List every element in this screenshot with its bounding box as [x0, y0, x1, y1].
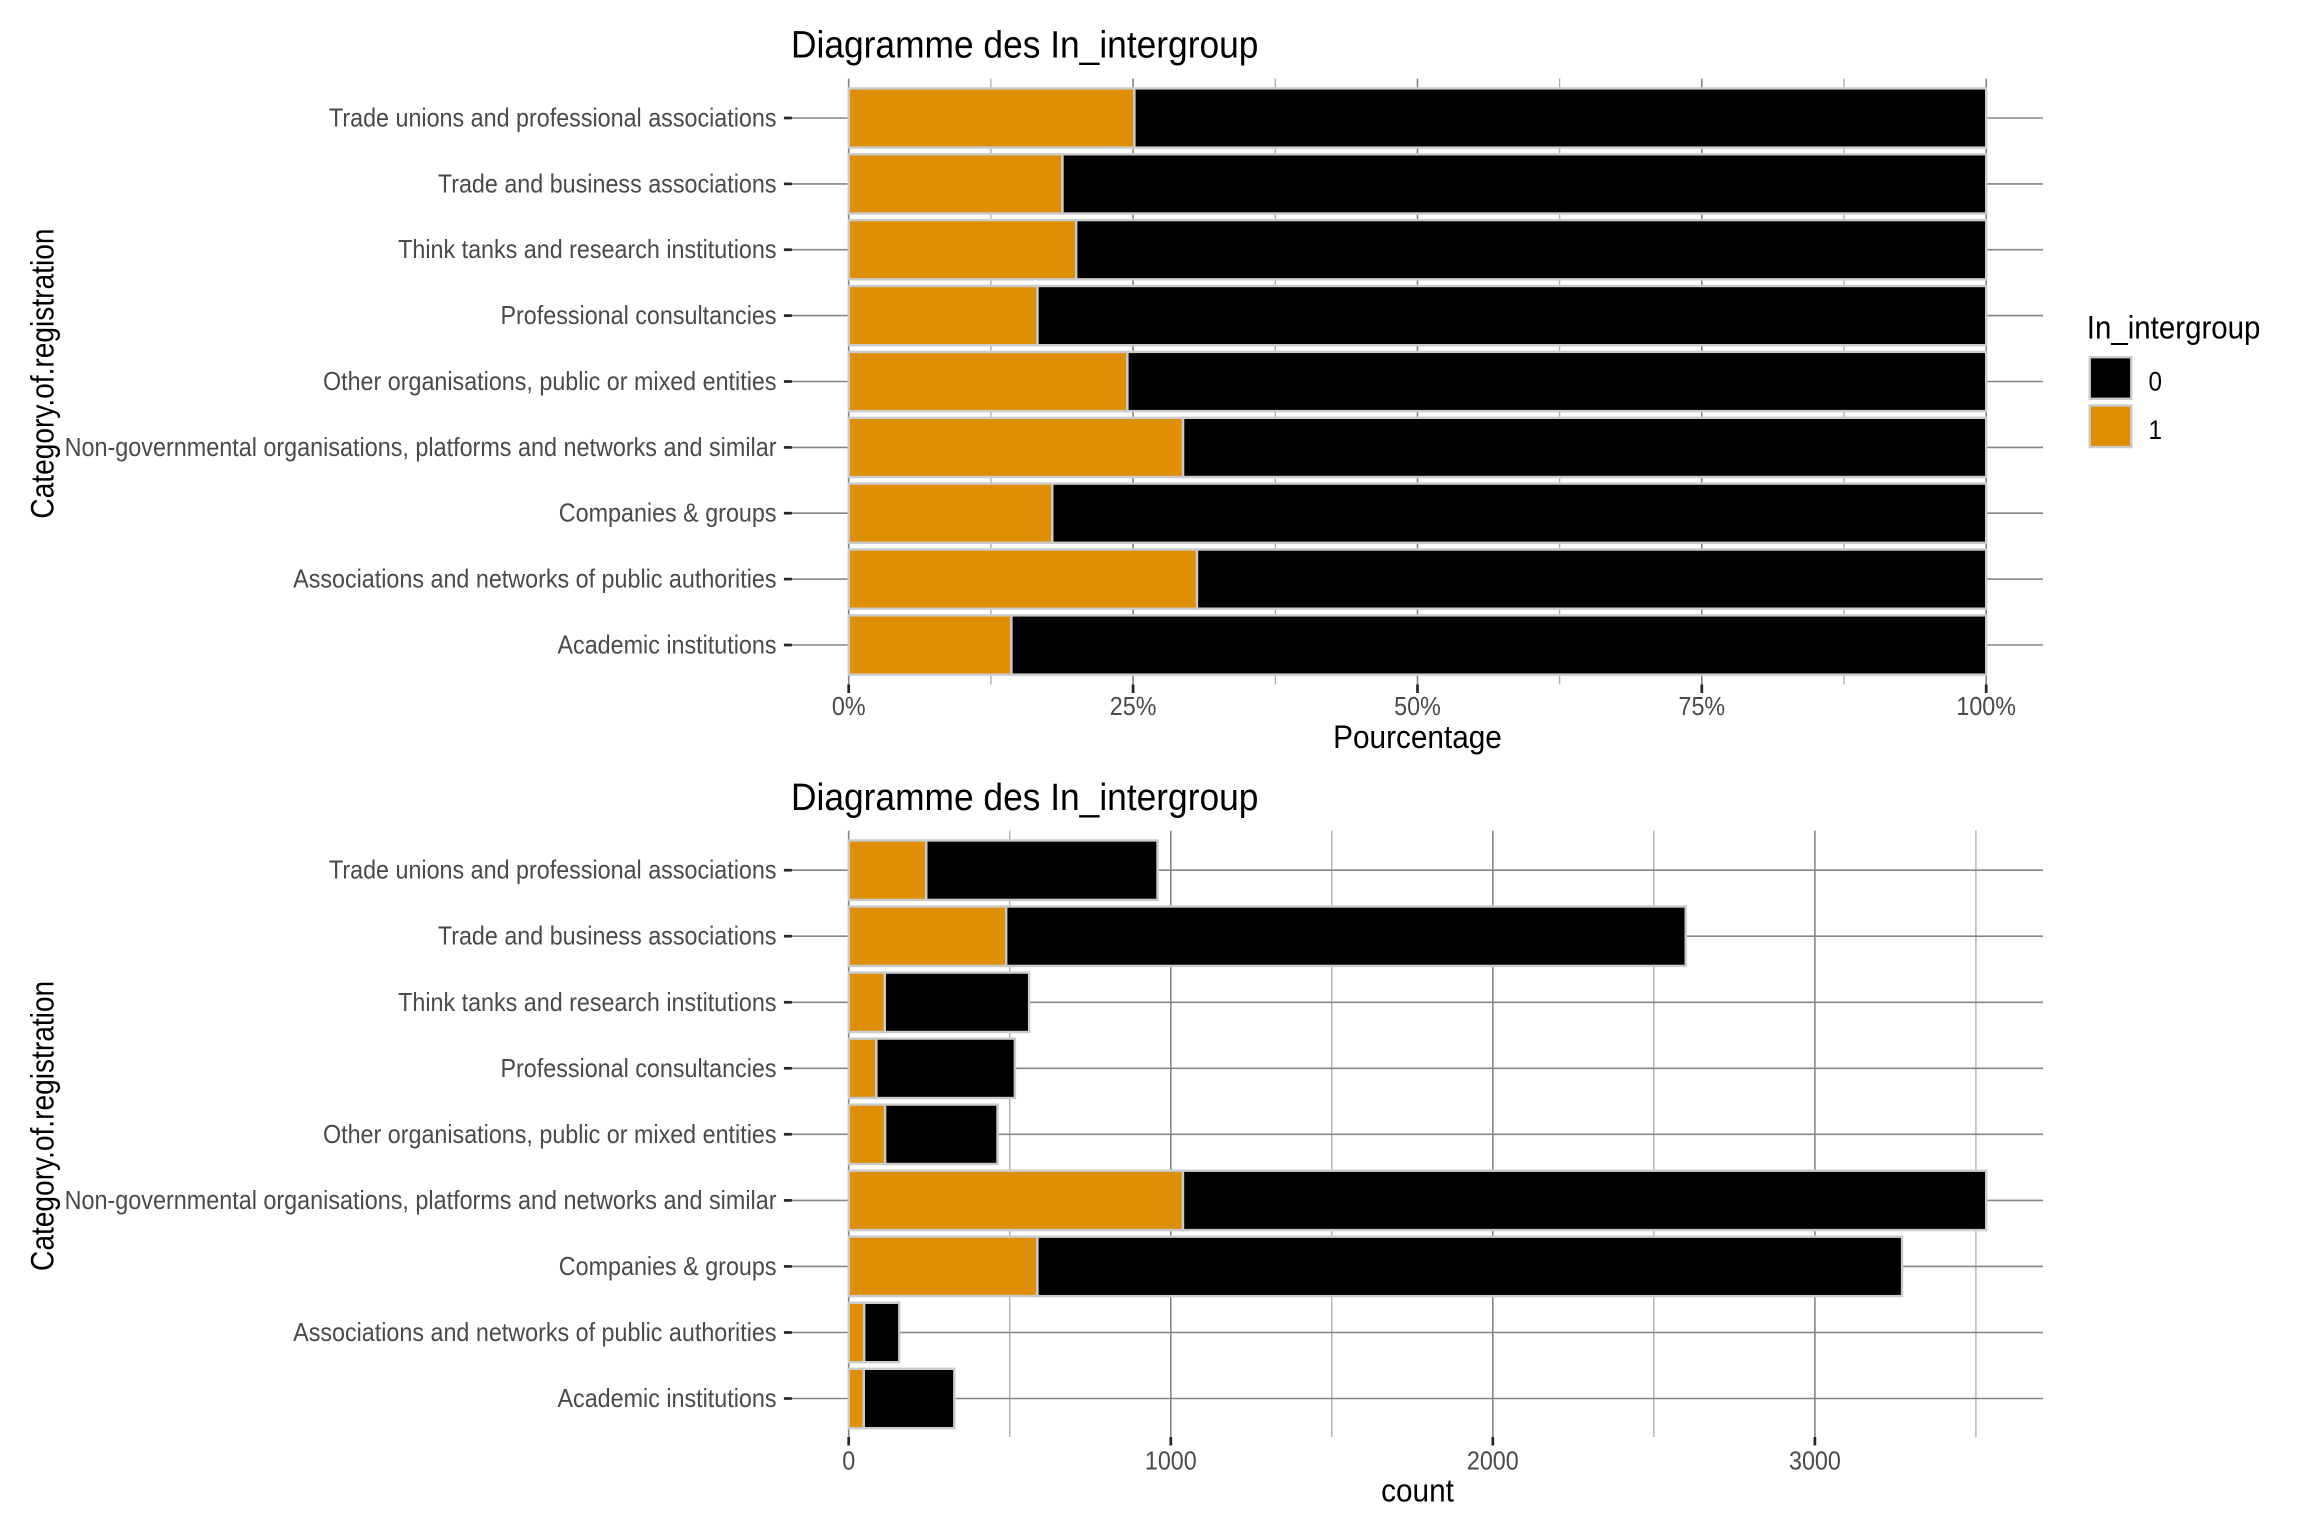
svg-text:Trade unions and professional: Trade unions and professional associatio…: [329, 104, 777, 132]
svg-text:Pourcentage: Pourcentage: [1333, 719, 1502, 755]
svg-text:Associations and networks of p: Associations and networks of public auth…: [293, 565, 776, 593]
svg-text:3000: 3000: [1789, 1447, 1841, 1475]
svg-text:Category.of.registration: Category.of.registration: [26, 981, 61, 1271]
svg-text:Diagramme des In_intergroup: Diagramme des In_intergroup: [791, 23, 1258, 65]
svg-text:Other organisations, public or: Other organisations, public or mixed ent…: [323, 1121, 777, 1149]
svg-text:Companies & groups: Companies & groups: [559, 1253, 777, 1281]
svg-text:Associations and networks of p: Associations and networks of public auth…: [293, 1319, 776, 1347]
svg-text:Professional consultancies: Professional consultancies: [500, 302, 776, 330]
svg-text:Trade and business association: Trade and business associations: [438, 170, 777, 198]
svg-text:Companies & groups: Companies & groups: [559, 500, 777, 528]
svg-text:75%: 75%: [1678, 693, 1725, 721]
svg-text:In_intergroup: In_intergroup: [2087, 309, 2261, 345]
svg-text:50%: 50%: [1394, 693, 1441, 721]
svg-text:count: count: [1381, 1473, 1454, 1509]
svg-text:2000: 2000: [1467, 1447, 1519, 1475]
svg-text:Think tanks and research insti: Think tanks and research institutions: [398, 989, 776, 1017]
svg-text:Professional consultancies: Professional consultancies: [500, 1055, 776, 1083]
svg-text:Category.of.registration: Category.of.registration: [26, 229, 61, 519]
svg-text:Trade unions and professional: Trade unions and professional associatio…: [329, 857, 777, 885]
svg-text:0: 0: [842, 1447, 855, 1475]
svg-text:0%: 0%: [832, 693, 866, 721]
svg-text:1000: 1000: [1145, 1447, 1197, 1475]
svg-text:Academic institutions: Academic institutions: [558, 1385, 777, 1413]
svg-text:Think tanks and research insti: Think tanks and research institutions: [398, 236, 776, 264]
svg-text:1: 1: [2149, 416, 2162, 445]
svg-text:Non-governmental organisations: Non-governmental organisations, platform…: [65, 434, 777, 462]
svg-text:0: 0: [2149, 367, 2162, 396]
svg-text:Diagramme des In_intergroup: Diagramme des In_intergroup: [791, 776, 1258, 818]
svg-text:25%: 25%: [1110, 693, 1157, 721]
svg-text:Non-governmental organisations: Non-governmental organisations, platform…: [65, 1187, 777, 1215]
svg-text:100%: 100%: [1956, 693, 2016, 721]
svg-text:Other organisations, public or: Other organisations, public or mixed ent…: [323, 368, 777, 396]
svg-text:Trade and business association: Trade and business associations: [438, 923, 777, 951]
svg-text:Academic institutions: Academic institutions: [558, 631, 777, 659]
